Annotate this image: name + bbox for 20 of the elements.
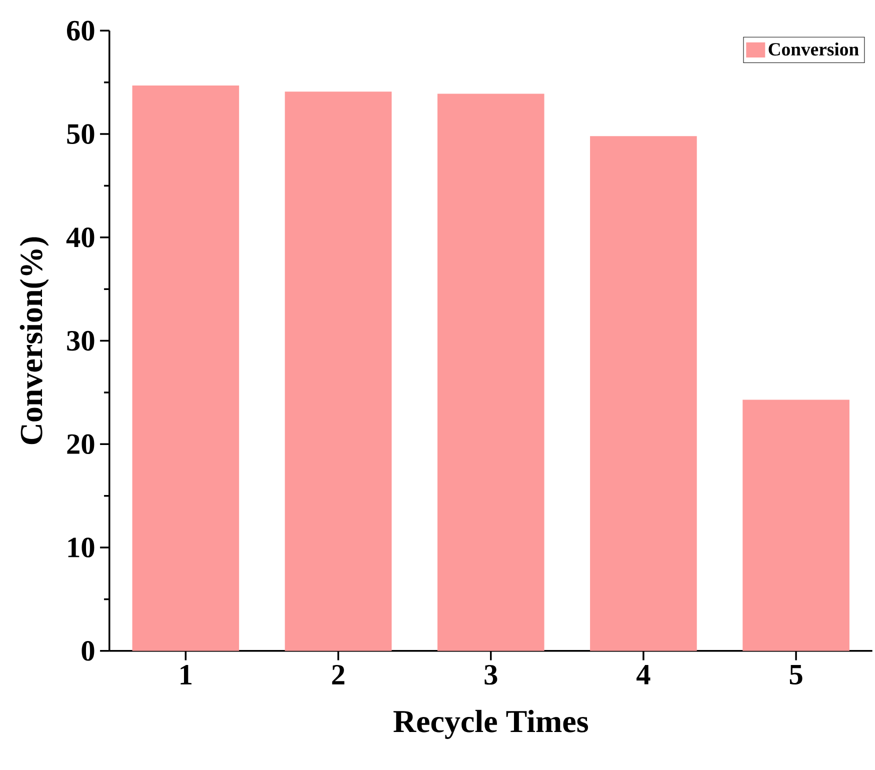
y-tick-label: 0 — [82, 641, 94, 661]
bar — [132, 86, 240, 652]
y-tick-label: 50 — [67, 124, 94, 144]
bar — [284, 92, 392, 652]
y-tick-label: 40 — [66, 228, 94, 248]
x-tick-label: 1 — [180, 665, 192, 685]
bar — [437, 94, 544, 652]
bar — [742, 400, 850, 652]
y-tick-label: 20 — [67, 434, 94, 454]
x-tick-label: 5 — [790, 665, 802, 685]
y-tick-label: 10 — [68, 538, 94, 558]
x-axis-title: Recycle Times — [393, 710, 588, 740]
y-tick-label: 30 — [67, 331, 94, 351]
x-tick-label: 4 — [636, 665, 650, 684]
legend-label: Conversion — [768, 42, 859, 56]
x-tick-label: 2 — [332, 665, 344, 685]
y-tick-label: 60 — [66, 20, 94, 41]
y-axis-title: Conversion(%) — [20, 237, 49, 444]
x-tick-label: 3 — [484, 665, 498, 685]
bar — [590, 136, 697, 652]
